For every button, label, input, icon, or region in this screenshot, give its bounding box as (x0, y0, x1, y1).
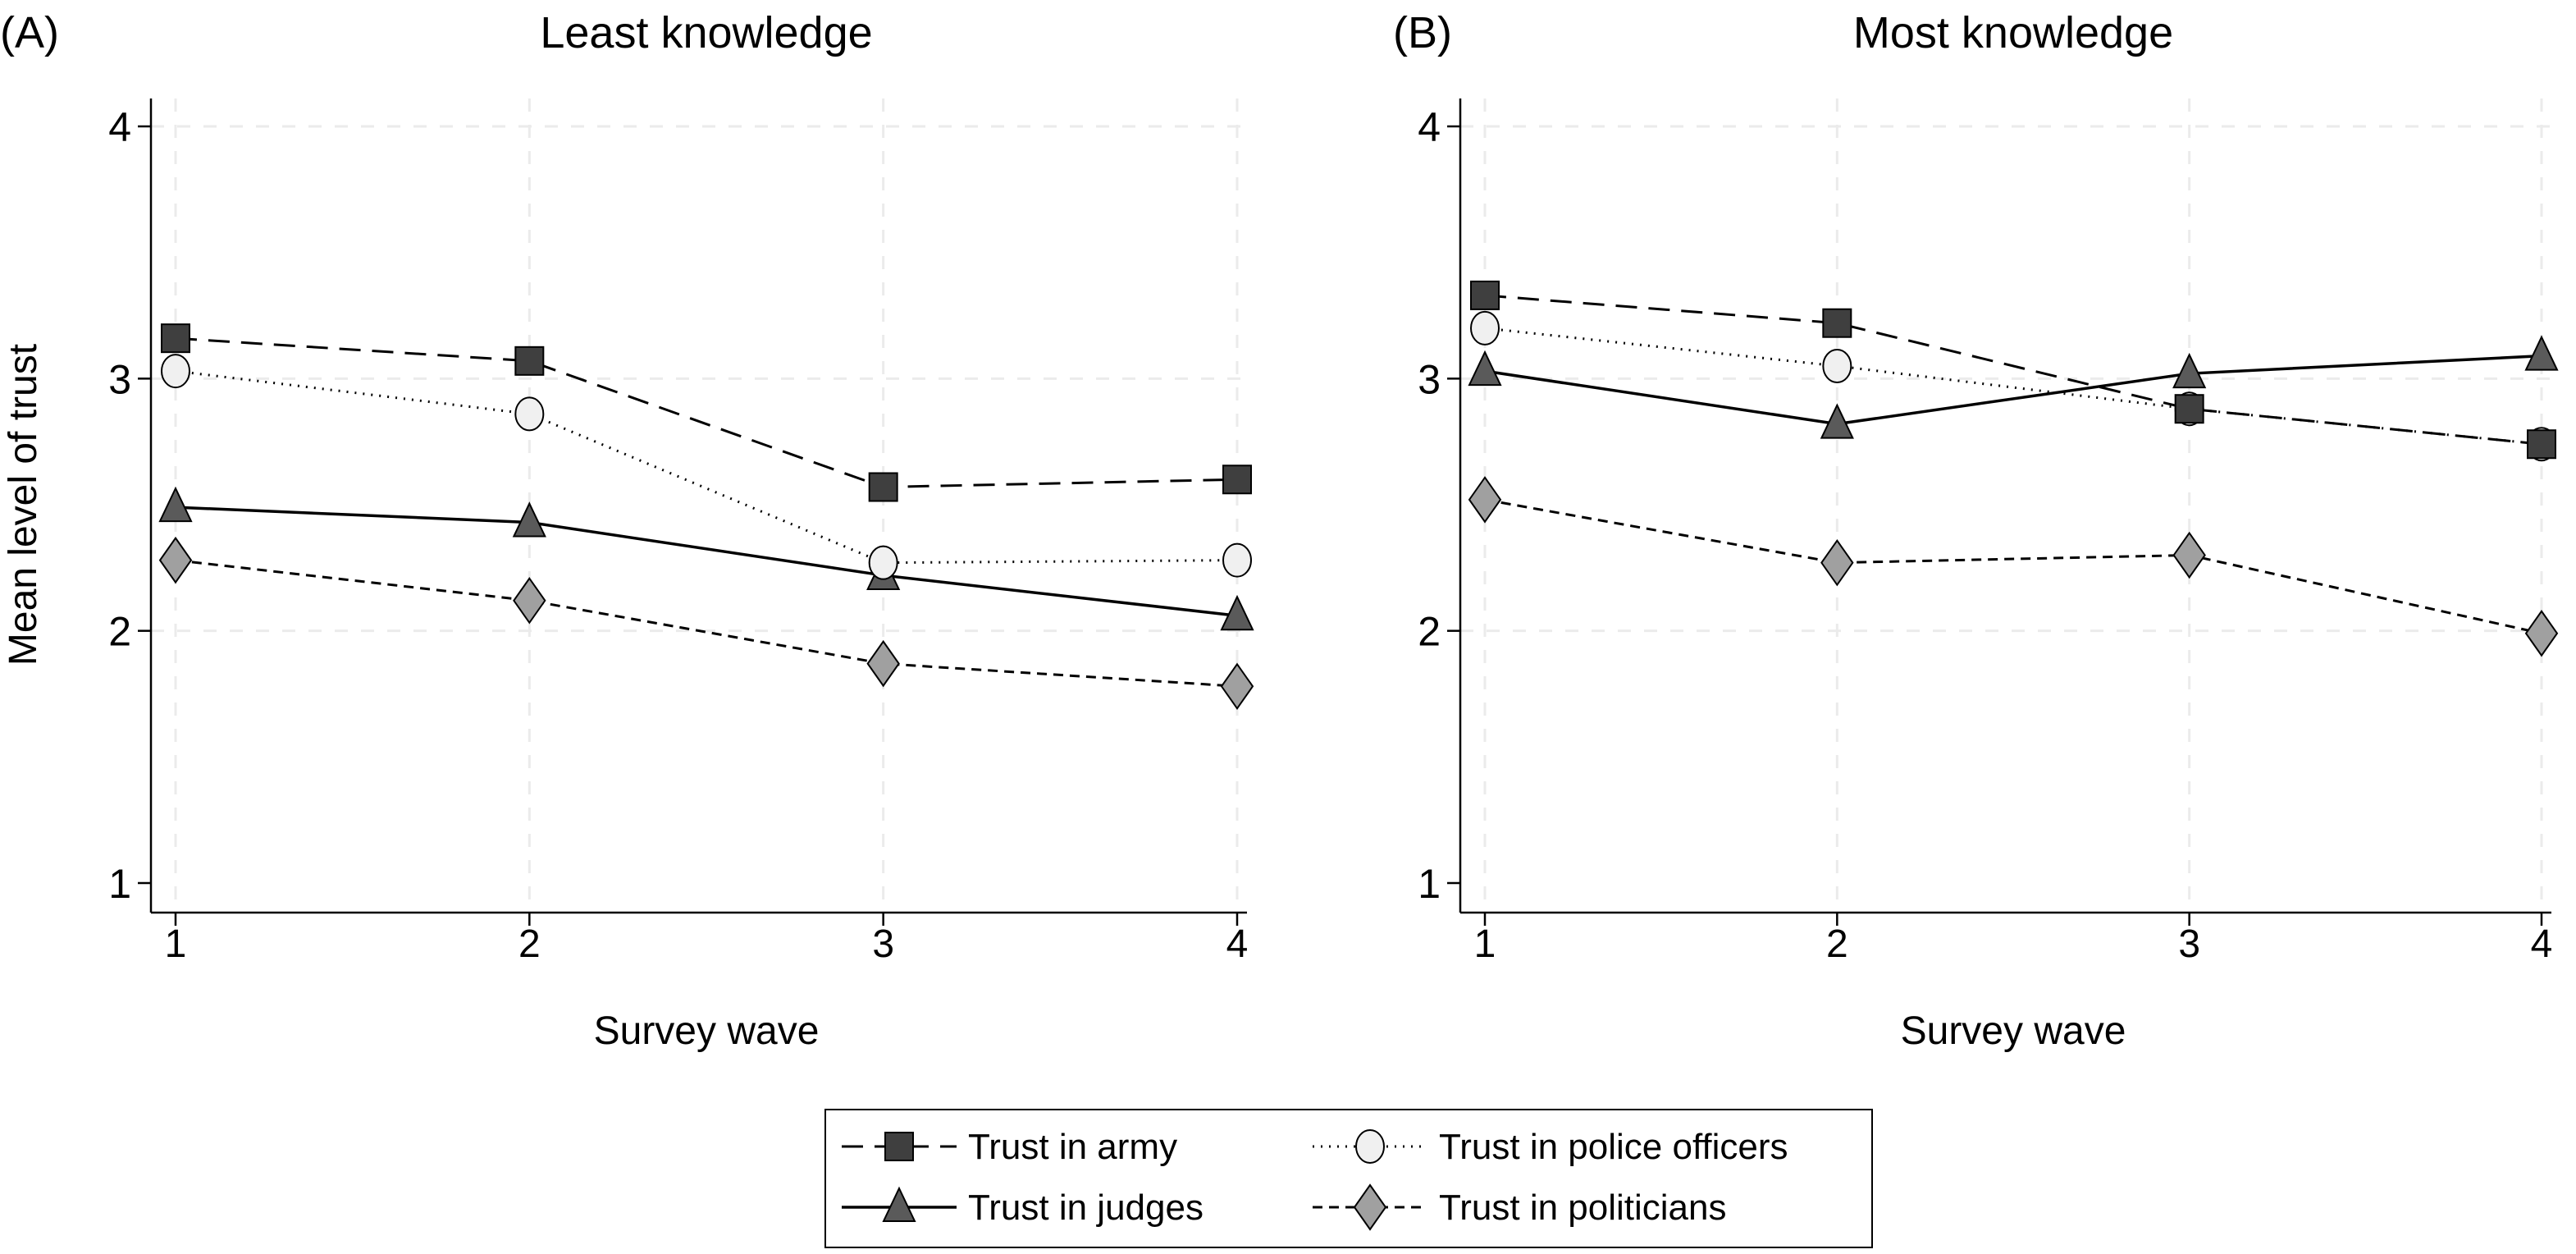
legend-box (824, 1109, 1873, 1248)
series-trust-in-judges (1468, 335, 2559, 439)
point-trust-in-army-wave-4 (2527, 429, 2556, 460)
point-trust-in-politicians-wave-3 (2172, 531, 2206, 579)
x-tick-label: 1 (165, 922, 187, 966)
legend-key-trust-in-army (842, 1132, 957, 1161)
point-trust-in-army-wave-1 (1470, 280, 1500, 310)
point-trust-in-army-wave-4 (1222, 465, 1252, 495)
point-trust-in-judges-wave-4 (2524, 335, 2559, 371)
point-trust-in-judges-wave-4 (1220, 594, 1254, 631)
point-trust-in-army-wave-2 (514, 346, 545, 376)
line-trust-in-police-officers (175, 369, 1238, 565)
point-trust-in-police-officers-wave-2 (1822, 348, 1852, 383)
point-trust-in-police-officers-wave-1 (161, 354, 190, 389)
x-tick-label: 3 (872, 922, 894, 966)
point-trust-in-judges-wave-1 (1468, 350, 1502, 387)
legend-label-judges: Trust in judges (968, 1188, 1204, 1228)
point-trust-in-army-wave-3 (868, 472, 898, 502)
y-tick-label: 1 (1418, 861, 1441, 907)
line-trust-in-judges (175, 506, 1238, 617)
panel-least-knowledge: (A) Least knowledge Survey wave Mean lev… (0, 8, 1254, 1053)
x-axis-label-b: Survey wave (1901, 1009, 2126, 1053)
legend: Trust in army Trust in police officers T… (824, 1109, 1873, 1248)
y-tick-label: 4 (108, 104, 131, 150)
line-trust-in-politicians (175, 559, 1238, 688)
line-trust-in-police-officers (1484, 327, 2542, 446)
x-tick-label: 2 (1826, 922, 1848, 966)
line-trust-in-army (175, 336, 1238, 488)
line-trust-in-politicians (1484, 498, 2542, 635)
y-tick-label: 3 (1418, 356, 1441, 402)
point-trust-in-police-officers-wave-3 (868, 545, 898, 580)
series-trust-in-army (1470, 280, 2556, 460)
panel-title-b: Most knowledge (1853, 8, 2173, 57)
point-trust-in-army-wave-2 (1822, 308, 1852, 338)
panel-most-knowledge: (B) Most knowledge Survey wave 1 2 3 4 1 2 3 4 (1393, 8, 2559, 1053)
point-trust-in-police-officers-wave-2 (514, 396, 545, 432)
y-axis-label: Mean level of trust (2, 344, 45, 666)
line-trust-in-judges (1484, 354, 2542, 426)
line-trust-in-army (1484, 294, 2542, 446)
legend-label-army: Trust in army (968, 1127, 1177, 1167)
panel-title-a: Least knowledge (540, 8, 872, 57)
x-tick-label: 4 (2531, 922, 2553, 966)
panel-label-b: (B) (1393, 8, 1452, 57)
legend-marker-triangle (882, 1186, 916, 1222)
point-trust-in-politicians-wave-3 (866, 639, 900, 688)
point-trust-in-police-officers-wave-1 (1470, 310, 1500, 346)
legend-marker-square (884, 1132, 914, 1161)
x-axis-label-a: Survey wave (594, 1009, 820, 1053)
legend-key-trust-in-police-officers (1313, 1129, 1427, 1164)
point-trust-in-judges-wave-2 (512, 501, 546, 538)
point-trust-in-politicians-wave-4 (2524, 610, 2559, 657)
point-trust-in-judges-wave-2 (1820, 403, 1854, 439)
point-trust-in-politicians-wave-1 (158, 536, 193, 584)
legend-marker-circle (1355, 1129, 1385, 1164)
legend-label-politicians: Trust in politicians (1439, 1188, 1727, 1228)
x-tick-label: 1 (1474, 922, 1496, 966)
panel-label-a: (A) (0, 8, 59, 57)
legend-marker-diamond (1353, 1183, 1387, 1231)
series-trust-in-politicians (158, 536, 1254, 711)
series-trust-in-judges (158, 486, 1254, 631)
y-tick-label: 1 (108, 861, 131, 907)
y-tick-label: 2 (108, 609, 131, 655)
series-trust-in-politicians (1468, 476, 2559, 657)
point-trust-in-police-officers-wave-4 (1222, 542, 1252, 578)
legend-key-trust-in-politicians (1313, 1183, 1427, 1231)
y-tick-label: 3 (108, 356, 131, 402)
point-trust-in-army-wave-1 (161, 323, 190, 354)
point-trust-in-politicians-wave-2 (513, 577, 546, 625)
point-trust-in-politicians-wave-4 (1220, 662, 1254, 711)
y-tick-label: 4 (1418, 104, 1441, 150)
legend-label-police: Trust in police officers (1439, 1127, 1788, 1167)
legend-key-trust-in-judges (842, 1186, 957, 1222)
x-tick-label: 4 (1226, 922, 1249, 966)
series-trust-in-police-officers (1470, 310, 2556, 462)
point-trust-in-politicians-wave-1 (1468, 476, 1502, 524)
series-trust-in-army (161, 323, 1252, 502)
y-tick-label: 2 (1418, 609, 1441, 655)
point-trust-in-judges-wave-1 (158, 486, 193, 523)
x-tick-label: 3 (2178, 922, 2200, 966)
series-trust-in-police-officers (161, 354, 1252, 580)
x-tick-label: 2 (518, 922, 541, 966)
point-trust-in-army-wave-3 (2174, 394, 2204, 424)
point-trust-in-politicians-wave-2 (1820, 538, 1854, 587)
point-trust-in-judges-wave-3 (2172, 352, 2207, 389)
